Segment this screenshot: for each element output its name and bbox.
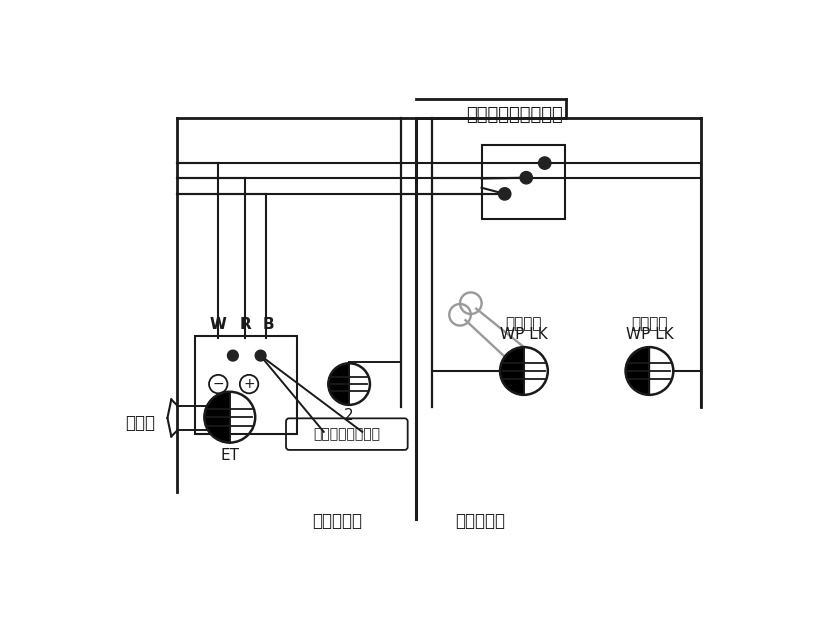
Text: 給湯器用: 給湯器用 [631, 316, 667, 332]
Text: R: R [240, 317, 251, 332]
Polygon shape [626, 347, 649, 395]
Text: 2: 2 [344, 408, 354, 423]
Text: ＜屋内側＞: ＜屋内側＞ [312, 512, 362, 530]
Circle shape [227, 350, 238, 361]
Circle shape [520, 172, 533, 184]
Circle shape [538, 157, 551, 169]
Polygon shape [204, 392, 230, 443]
Text: −: − [213, 377, 224, 391]
Text: WP LK: WP LK [626, 327, 673, 342]
Text: 換気扇用: 換気扇用 [506, 316, 542, 332]
Text: ジョイントボックス: ジョイントボックス [465, 106, 563, 124]
Bar [482, 145, 564, 219]
Text: ET: ET [220, 448, 240, 463]
Bar [196, 337, 297, 434]
Text: 換気扇用スイッチ: 換気扇用スイッチ [313, 427, 380, 441]
Polygon shape [500, 347, 524, 395]
Text: ＜屋外側＞: ＜屋外側＞ [455, 512, 505, 530]
Text: +: + [243, 377, 255, 391]
Circle shape [498, 188, 511, 200]
Text: W: W [210, 317, 227, 332]
Polygon shape [328, 363, 349, 405]
Circle shape [255, 350, 266, 361]
Text: 分電盤: 分電盤 [125, 413, 155, 432]
Text: B: B [263, 317, 274, 332]
Text: WP LK: WP LK [500, 327, 548, 342]
